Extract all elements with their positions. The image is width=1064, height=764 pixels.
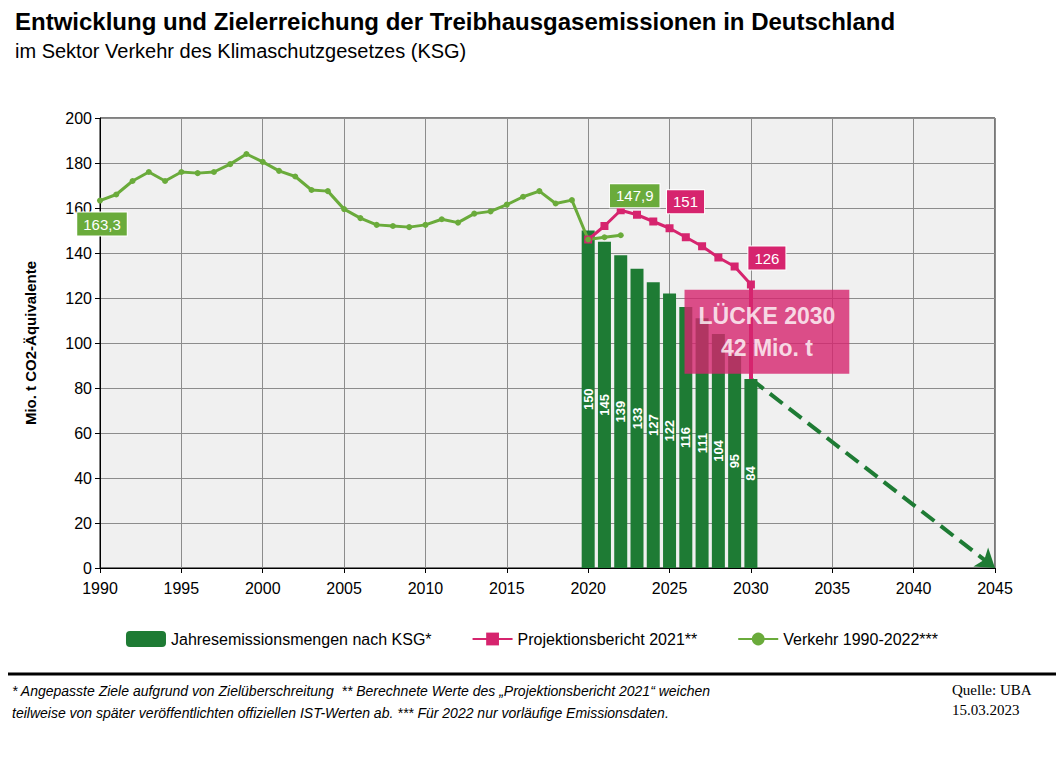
svg-text:122: 122 (662, 420, 677, 442)
svg-text:Projektionsbericht 2021**: Projektionsbericht 2021** (518, 631, 698, 648)
svg-text:teilweise von später veröffent: teilweise von später veröffentlichten of… (12, 705, 669, 721)
svg-text:126: 126 (754, 250, 779, 267)
svg-text:42 Mio. t: 42 Mio. t (721, 335, 813, 361)
svg-text:127: 127 (646, 414, 661, 436)
svg-text:2040: 2040 (896, 580, 932, 597)
svg-text:133: 133 (630, 408, 645, 430)
svg-text:2005: 2005 (326, 580, 362, 597)
svg-text:40: 40 (74, 470, 92, 487)
svg-text:im Sektor Verkehr des Klimasch: im Sektor Verkehr des Klimaschutzgesetze… (15, 40, 466, 62)
svg-text:2030: 2030 (733, 580, 769, 597)
svg-text:Jahresemissionsmengen nach KSG: Jahresemissionsmengen nach KSG* (171, 631, 432, 648)
svg-text:20: 20 (74, 515, 92, 532)
svg-text:150: 150 (581, 388, 596, 410)
svg-text:2020: 2020 (570, 580, 606, 597)
svg-text:0: 0 (83, 560, 92, 577)
svg-text:139: 139 (613, 401, 628, 423)
svg-text:163,3: 163,3 (83, 216, 121, 233)
svg-text:Quelle: UBA: Quelle: UBA (952, 682, 1032, 698)
svg-text:145: 145 (597, 394, 612, 416)
svg-text:104: 104 (711, 439, 726, 461)
svg-text:140: 140 (65, 245, 92, 262)
svg-text:147,9: 147,9 (616, 187, 654, 204)
svg-text:84: 84 (743, 466, 758, 481)
svg-text:2010: 2010 (408, 580, 444, 597)
svg-text:Entwicklung und Zielerreichung: Entwicklung und Zielerreichung der Treib… (15, 8, 895, 35)
svg-text:100: 100 (65, 335, 92, 352)
svg-text:95: 95 (727, 454, 742, 468)
svg-text:1995: 1995 (164, 580, 200, 597)
svg-text:160: 160 (65, 199, 92, 217)
svg-text:2035: 2035 (814, 580, 850, 597)
svg-text:1990: 1990 (82, 580, 118, 597)
svg-text:2025: 2025 (652, 580, 688, 597)
svg-text:111: 111 (695, 433, 710, 453)
svg-text:Mio. t CO2-Äquivalente: Mio. t CO2-Äquivalente (22, 261, 39, 425)
svg-text:120: 120 (65, 290, 92, 307)
svg-text:116: 116 (678, 427, 693, 448)
svg-text:2000: 2000 (245, 580, 281, 597)
svg-text:LÜCKE 2030: LÜCKE 2030 (699, 303, 836, 329)
svg-text:15.03.2023: 15.03.2023 (952, 702, 1020, 718)
svg-text:80: 80 (74, 380, 92, 397)
svg-text:60: 60 (74, 425, 92, 442)
svg-text:180: 180 (65, 155, 92, 172)
svg-text:Verkehr 1990-2022***: Verkehr 1990-2022*** (783, 631, 938, 648)
svg-text:* Angepasste Ziele aufgrund vo: * Angepasste Ziele aufgrund von Zielüber… (12, 683, 710, 699)
svg-text:2015: 2015 (489, 580, 525, 597)
svg-text:2045: 2045 (977, 580, 1013, 597)
svg-text:200: 200 (65, 110, 92, 127)
svg-text:151: 151 (673, 193, 698, 210)
